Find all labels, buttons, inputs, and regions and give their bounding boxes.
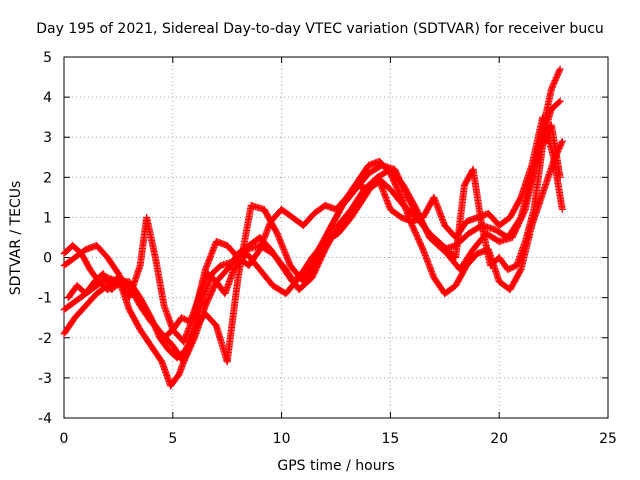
- y-tick-label: 2: [43, 170, 52, 186]
- x-axis-label: GPS time / hours: [277, 458, 394, 474]
- plot-border: [63, 56, 609, 419]
- y-tick-label: -1: [38, 291, 52, 307]
- x-tick-label: 0: [60, 431, 69, 447]
- data-point: [556, 97, 564, 105]
- data-point: [558, 205, 566, 213]
- y-tick-label: -2: [38, 331, 52, 347]
- series-track-4: [60, 113, 566, 346]
- y-tick-label: -3: [38, 371, 52, 387]
- y-tick-label: 4: [43, 90, 52, 106]
- y-tick-label: 5: [43, 50, 52, 66]
- x-tick-label: 25: [599, 431, 617, 447]
- data-point: [556, 173, 564, 181]
- y-tick-label: 0: [43, 251, 52, 267]
- data-point: [558, 137, 566, 145]
- y-tick-label: -4: [38, 411, 52, 427]
- x-tick-label: 5: [168, 431, 177, 447]
- data-point: [556, 66, 564, 74]
- y-tick-label: 1: [43, 210, 52, 226]
- data-points: [60, 65, 566, 390]
- series-track-5: [64, 121, 564, 342]
- chart-title: Day 195 of 2021, Sidereal Day-to-day VTE…: [36, 21, 604, 37]
- x-tick-label: 15: [381, 431, 399, 447]
- x-tick-label: 20: [490, 431, 508, 447]
- data-point: [556, 65, 564, 73]
- y-tick-label: 3: [43, 130, 52, 146]
- data-point: [521, 207, 529, 215]
- x-tick-label: 10: [273, 431, 291, 447]
- axis-ticks: 0 5 10 15 20 25 -4 -3 -2 -1 0 1 2 3 4 5: [38, 50, 617, 447]
- data-point: [558, 139, 566, 147]
- y-axis-label: SDTVAR / TECUs: [8, 181, 24, 296]
- data-point: [555, 98, 563, 106]
